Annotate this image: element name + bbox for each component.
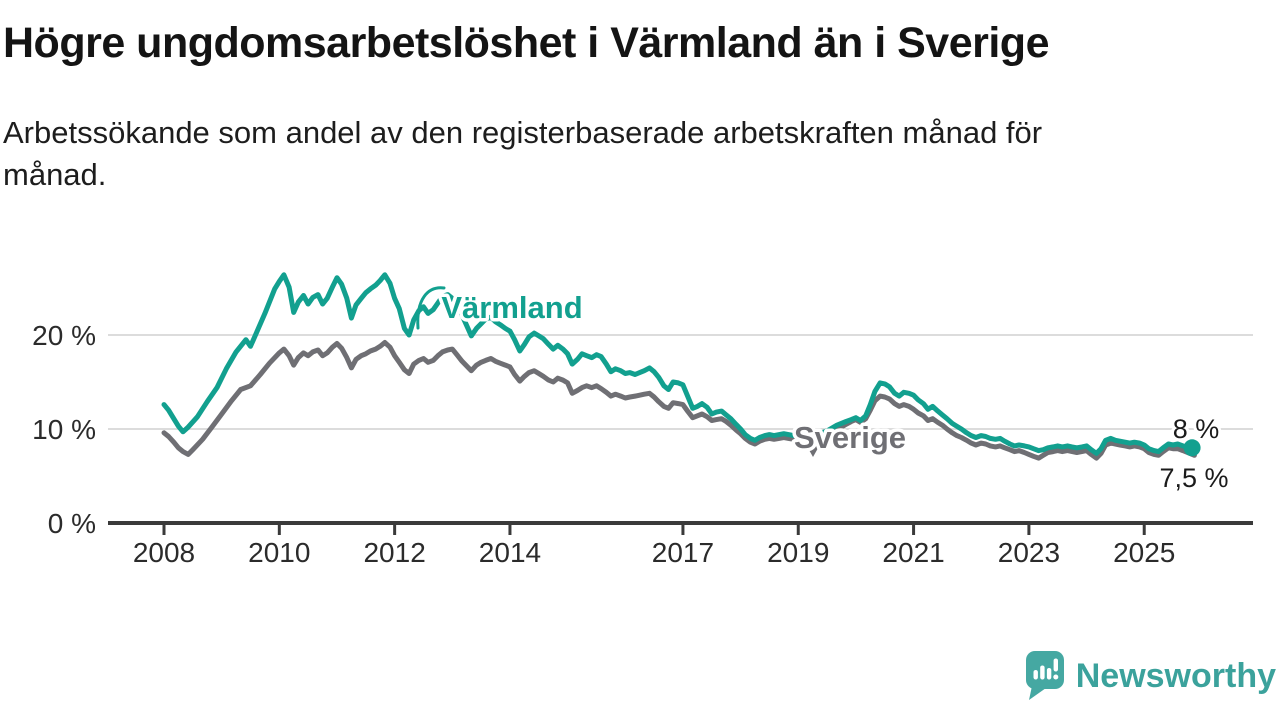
series-label-varmland: Värmland [441, 290, 582, 325]
x-tick-label: 2021 [882, 537, 944, 568]
end-value-label-varmland: 8 % [1173, 414, 1220, 444]
newsworthy-logo-icon [1025, 651, 1064, 700]
series-line-värmland [161, 272, 1195, 456]
series-lines [161, 272, 1197, 461]
brand-name: Newsworthy [1075, 656, 1276, 695]
x-tick-label: 2014 [479, 537, 541, 568]
subtitle-line-1: Arbetssökande som andel av den registerb… [3, 115, 1043, 150]
x-tick-label: 2025 [1113, 537, 1175, 568]
sverige-arrow-icon [804, 441, 822, 457]
page-title: Högre ungdomsarbetslöshet i Värmland än … [3, 19, 1050, 67]
logo-bars [1033, 658, 1059, 680]
x-axis-labels: 2008 2010 2012 2014 2017 2019 2021 2023 2025 [133, 537, 1176, 568]
y-tick-label: 0 % [48, 508, 96, 539]
y-tick-label: 10 % [32, 414, 96, 445]
x-tick-label: 2008 [133, 537, 195, 568]
y-tick-label: 20 % [32, 320, 96, 351]
series-label-sverige: Sverige [794, 420, 906, 455]
y-axis-labels: 0 % 10 % 20 % [32, 320, 96, 539]
x-tick-label: 2010 [248, 537, 310, 568]
gridlines [108, 334, 1253, 430]
chart-subtitle: Arbetssökande som andel av den registerb… [3, 112, 1042, 196]
x-tick-label: 2023 [998, 537, 1060, 568]
varmland-end-dot [1183, 439, 1201, 457]
line-chart: 0 % 10 % 20 % 2008 2010 2012 2014 2017 2019 2021… [32, 272, 1253, 568]
newsworthy-logo: Newsworthy [1025, 650, 1276, 702]
end-value-label-sverige: 7,5 % [1159, 463, 1228, 493]
x-tick-label: 2017 [652, 537, 714, 568]
subtitle-line-2: månad. [3, 157, 107, 192]
x-tick-label: 2019 [767, 537, 829, 568]
series-line-sverige [161, 340, 1197, 461]
varmland-arrow-icon [416, 286, 446, 330]
x-axis-ticks [162, 525, 1146, 535]
x-tick-label: 2012 [363, 537, 425, 568]
